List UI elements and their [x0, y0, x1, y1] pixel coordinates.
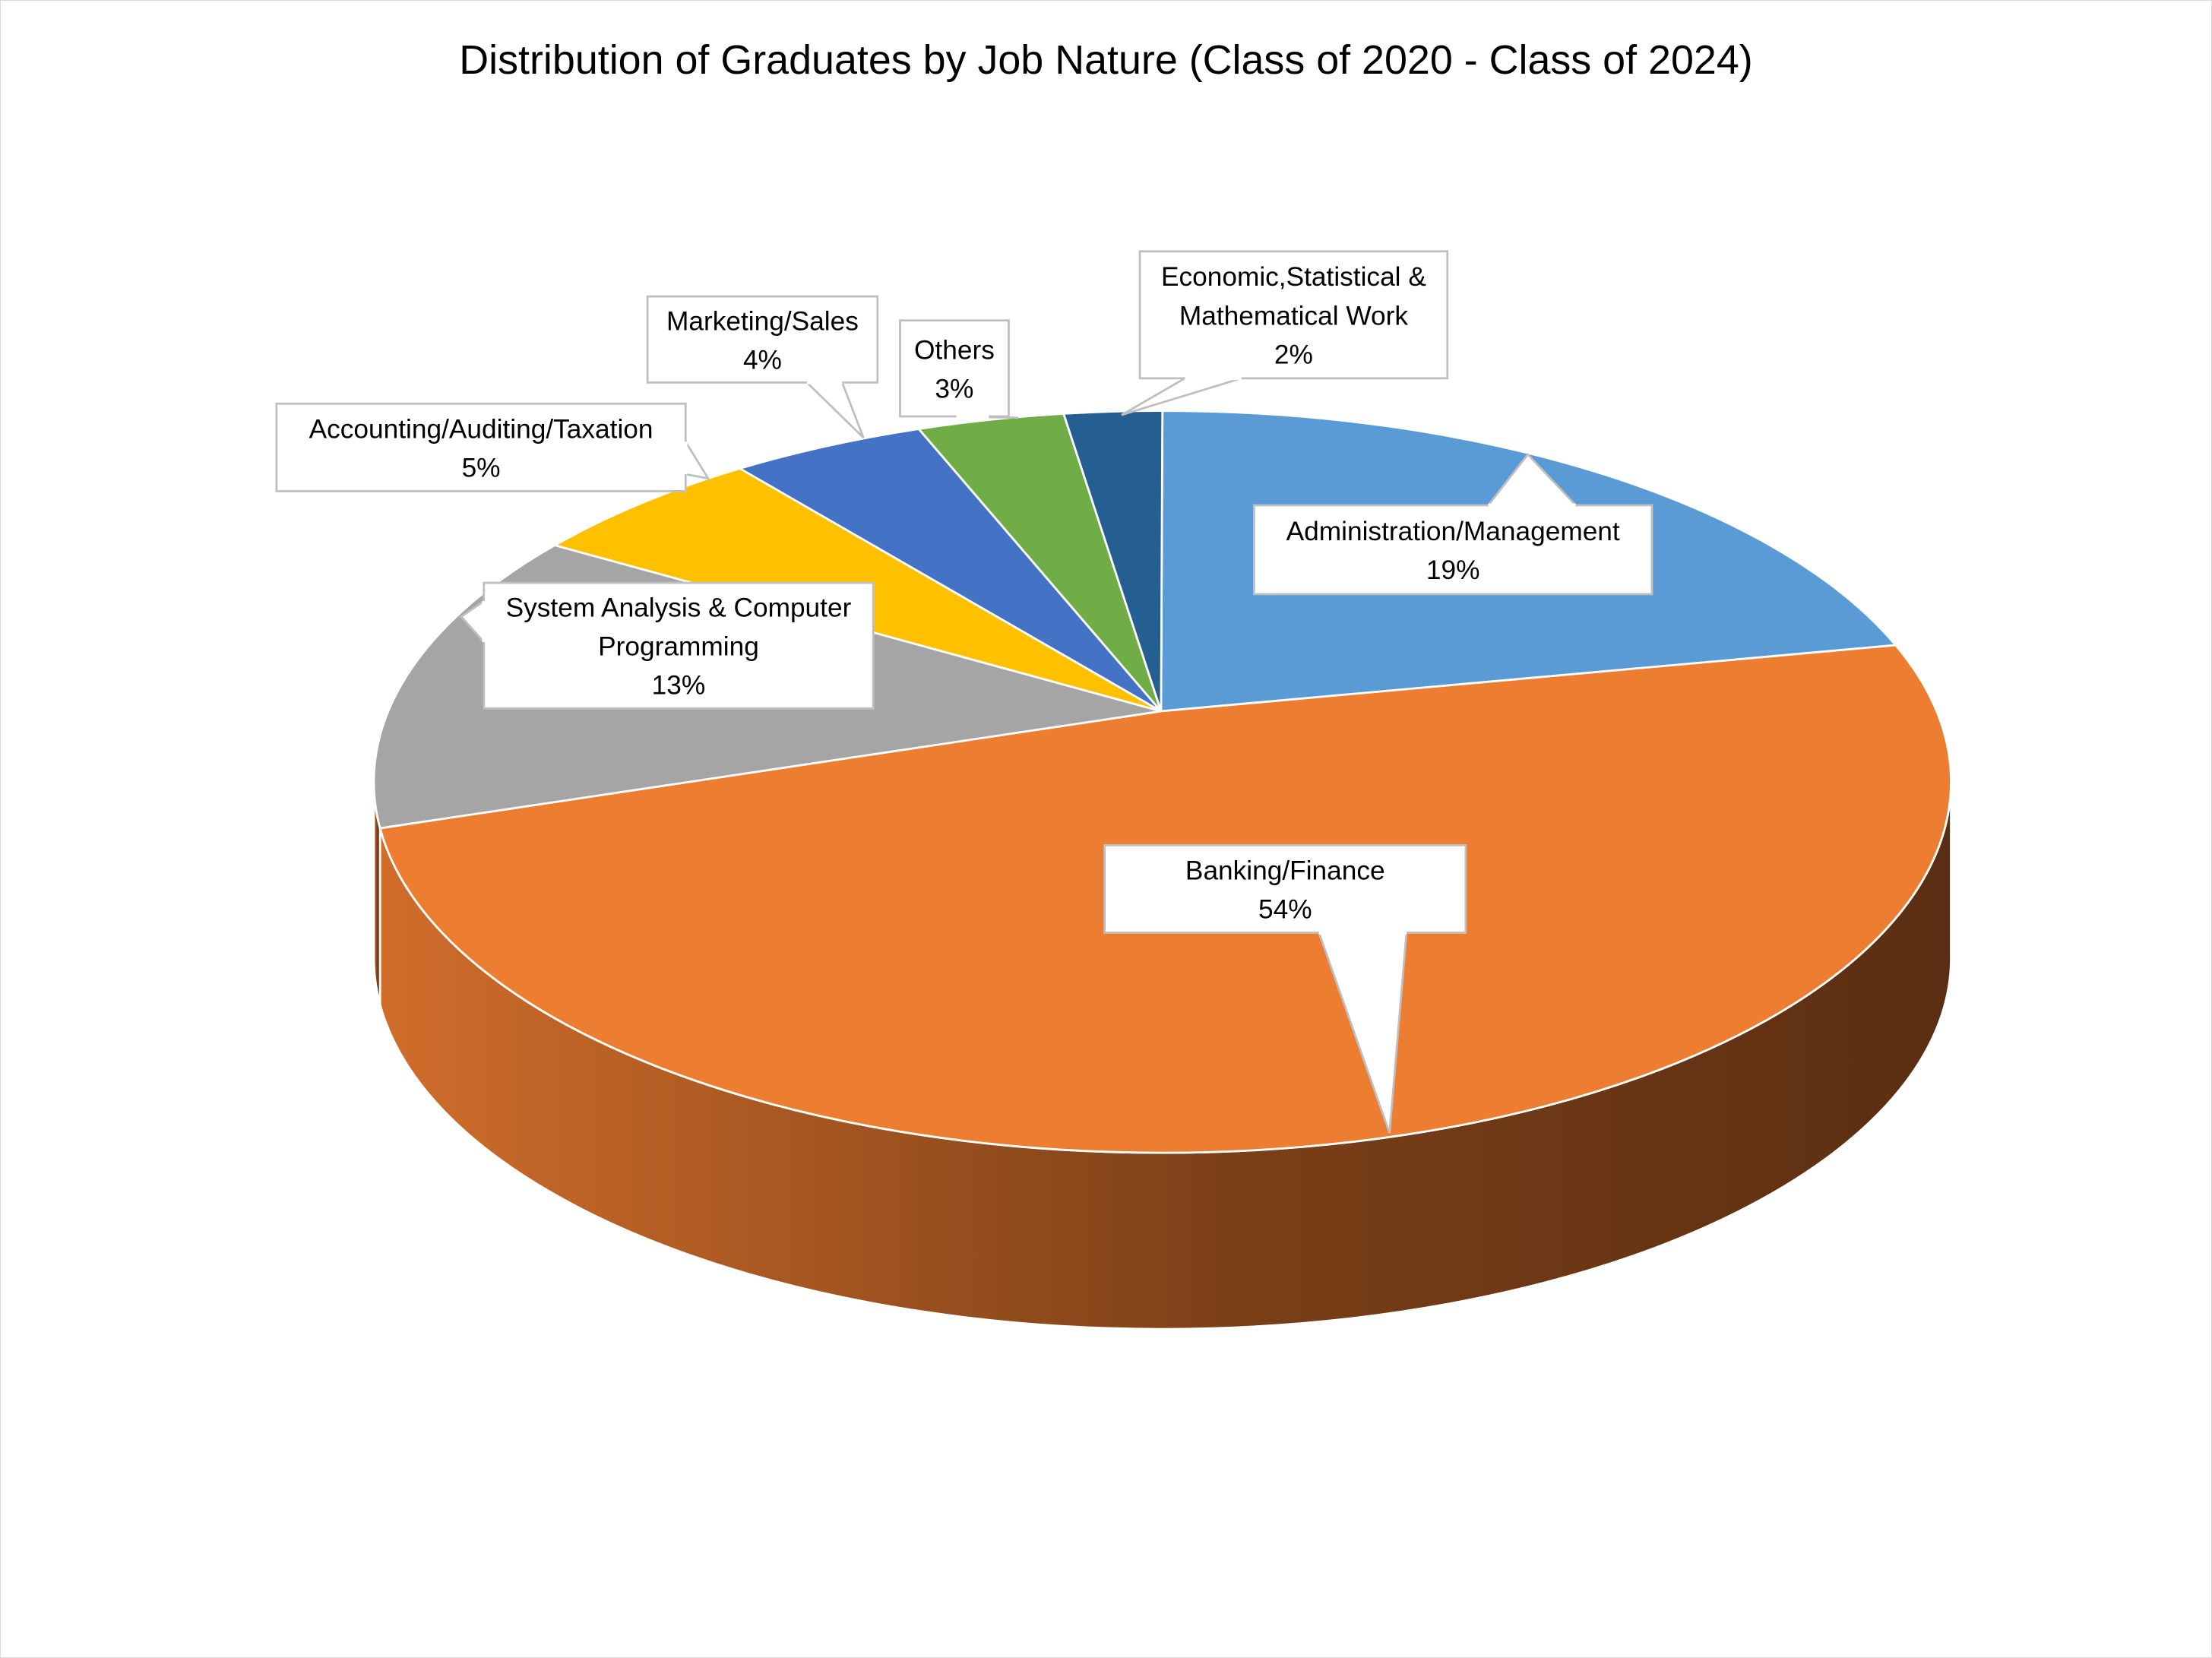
data-label-category: Accounting/Auditing/Taxation — [309, 414, 653, 444]
data-label-category: Marketing/Sales — [666, 306, 859, 336]
data-label-box — [1253, 504, 1653, 596]
data-label-0: Administration/Management 19% — [1253, 452, 1653, 596]
data-label-box — [275, 402, 687, 492]
data-label-value: 13% — [652, 671, 706, 701]
pie-slice-economic-statistical-mathematical-work[interactable] — [1062, 410, 1164, 712]
chart-title: Distribution of Graduates by Job Nature … — [459, 37, 1752, 83]
data-label-category: Mathematical Work — [1179, 301, 1409, 331]
data-label-box — [483, 581, 875, 710]
data-label-category: Administration/Management — [1286, 517, 1620, 546]
data-label-box — [899, 319, 1010, 418]
data-label-pointer — [684, 438, 710, 480]
data-label-category: System Analysis & Computer — [506, 593, 852, 623]
data-label-category: Economic,Statistical & — [1161, 262, 1426, 292]
data-label-category: Others — [914, 335, 995, 365]
data-label-3: Accounting/Auditing/Taxation 5% — [275, 402, 710, 492]
data-label-5: Others 3% — [899, 319, 1019, 419]
data-label-pointer — [1121, 377, 1242, 416]
data-label-6: Economic,Statistical & Mathematical Work 2… — [1121, 250, 1449, 416]
data-label-category: Programming — [598, 632, 759, 662]
pie-slice-marketing-sales[interactable] — [737, 427, 1162, 713]
data-label-value: 2% — [1274, 340, 1313, 369]
data-label-pointer — [804, 381, 865, 438]
data-label-value: 3% — [935, 374, 973, 403]
data-label-box — [1138, 250, 1449, 380]
data-label-category: Banking/Finance — [1185, 856, 1385, 885]
data-label-value: 5% — [462, 453, 501, 483]
data-label-value: 19% — [1426, 555, 1480, 585]
data-label-value: 54% — [1258, 894, 1312, 924]
data-label-value: 4% — [743, 345, 782, 375]
data-label-4: Marketing/Sales 4% — [646, 295, 879, 438]
data-label-box — [1103, 843, 1467, 934]
data-label-1: Banking/Finance 54% — [1103, 843, 1467, 1134]
data-label-box — [646, 295, 879, 384]
data-label-2: System Analysis & Computer Programming 13% — [459, 581, 875, 710]
